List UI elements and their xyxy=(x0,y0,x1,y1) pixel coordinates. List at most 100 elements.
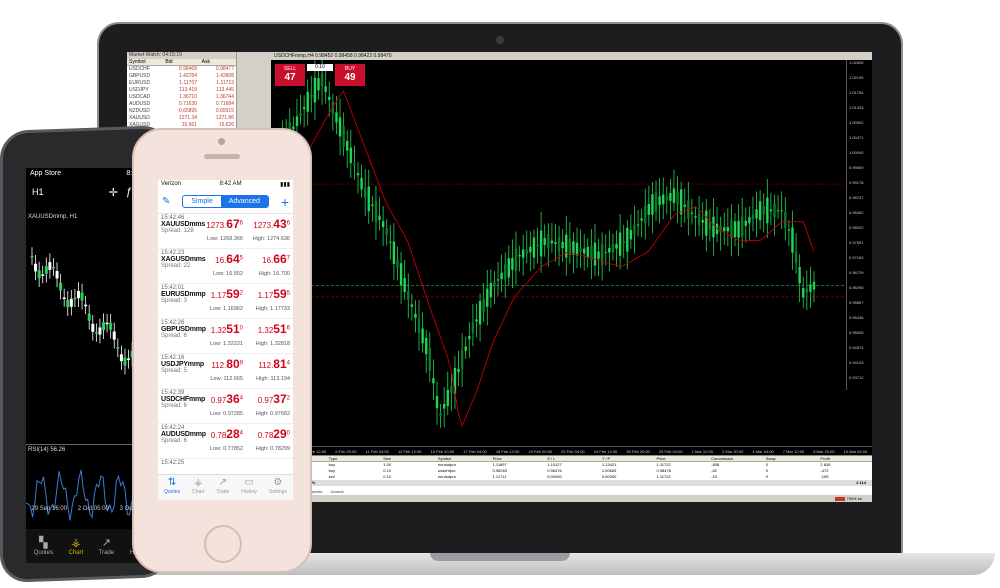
candle xyxy=(647,185,651,227)
android-candle xyxy=(80,283,84,310)
quote-row[interactable]: 15:42:01 EURUSDmmp Spread: 3 1.17592 1.17595… xyxy=(158,284,293,319)
candle xyxy=(432,359,435,400)
candle xyxy=(396,246,399,281)
tab-settings[interactable]: ⚙ Settings xyxy=(269,475,287,500)
sell-button[interactable]: SELL 47 xyxy=(275,64,305,86)
candle xyxy=(701,201,704,240)
quote-low: Low: 1268.366 xyxy=(206,236,243,242)
candle xyxy=(654,180,658,221)
quote-row[interactable]: 15:42:26 GBPUSDmmp Spread: 6 1.32510 1.32516… xyxy=(158,319,293,354)
terminal-order-row[interactable]: 04sell0.10eurusdpro1.117110.000000.00000… xyxy=(271,474,872,480)
lot-size-input[interactable]: 0.10 xyxy=(307,64,333,71)
tab-quotes[interactable]: ⇅ Quotes xyxy=(164,475,180,500)
segment-simple[interactable]: Simple xyxy=(191,198,213,205)
quote-low: Low: 16.552 xyxy=(213,271,243,277)
terminal-column-header[interactable]: T / P xyxy=(601,456,611,461)
android-candle xyxy=(127,349,131,369)
quote-row[interactable]: 15:42:46 XAUUSDmms Spread: 128 1273.676 1273… xyxy=(158,214,293,249)
candle xyxy=(489,269,493,308)
quote-row[interactable]: 15:42:39 USDCHFmmp Spread: 6 0.97364 0.97372… xyxy=(158,389,293,424)
ask-pips: 29 xyxy=(273,427,287,441)
candle xyxy=(740,197,744,249)
quote-ask: 1273.436 xyxy=(253,217,290,231)
tab-label: Settings xyxy=(268,489,287,495)
edit-icon[interactable]: ✎ xyxy=(162,196,171,207)
candle xyxy=(521,234,525,276)
market-watch-row[interactable]: EURUSD 1.11707 1.11713 xyxy=(127,80,236,87)
terminal-column-header[interactable]: Swap xyxy=(765,456,776,461)
trade-icon: ↗ xyxy=(101,536,111,549)
quote-time: 15:42:46 xyxy=(161,215,185,221)
terminal-column-header[interactable]: Price xyxy=(492,456,502,461)
market-watch-title: Market Watch: 04:15:19 xyxy=(127,52,236,59)
home-button[interactable] xyxy=(204,525,242,563)
price-chart[interactable]: USDCHFmmp,H4 0.98452 0.98458 0.98422 0.9… xyxy=(271,52,872,455)
terminal-cell: -15 xyxy=(711,474,717,479)
traffic-indicator: 755/4 kb xyxy=(834,495,862,502)
market-watch-row[interactable]: XAGUSD 15.561 15.626 xyxy=(127,122,236,129)
market-watch-row[interactable]: USDCAD 1.36710 1.36744 xyxy=(127,94,236,101)
segment-advanced[interactable]: Advanced xyxy=(220,196,268,207)
market-watch-row[interactable]: NZDUSD 0.65895 0.65915 xyxy=(127,108,236,115)
market-watch-row[interactable]: USDJPY 113.419 113.445 xyxy=(127,87,236,94)
candle xyxy=(669,178,672,220)
terminal-tab[interactable]: Experts xyxy=(308,489,323,494)
terminal-column-header[interactable]: Price xyxy=(656,456,666,461)
ask-cell: 1.11713 xyxy=(216,80,234,86)
back-to-app-store[interactable]: App Store xyxy=(30,170,62,177)
terminal-column-header[interactable]: Size xyxy=(383,456,392,461)
bid-fraction: 5 xyxy=(239,255,243,262)
candle xyxy=(428,332,432,383)
candle xyxy=(802,276,805,308)
crosshair-icon[interactable]: ✛ xyxy=(108,186,118,199)
candle xyxy=(306,79,309,126)
android-nav-chart[interactable]: ⚶ Chart xyxy=(69,537,84,556)
quotes-list: 15:42:46 XAUUSDmms Spread: 128 1273.676 1273… xyxy=(158,214,293,494)
tab-chart[interactable]: ⚶ Chart xyxy=(192,475,204,500)
chart-icon: ⚶ xyxy=(194,477,203,488)
buy-button[interactable]: BUY 49 xyxy=(335,64,365,86)
price-tick: 0.97160 xyxy=(846,255,872,270)
candle xyxy=(324,67,327,104)
add-symbol-icon[interactable]: + xyxy=(280,193,289,210)
quote-row[interactable]: 15:42:24 AUDUSDmmp Spread: 6 0.78284 0.78290… xyxy=(158,424,293,459)
candle xyxy=(723,212,726,245)
tab-trade[interactable]: ↗ Trade xyxy=(216,475,229,500)
candle xyxy=(554,224,557,262)
terminal-column-header[interactable]: Symbol xyxy=(437,456,452,461)
ask-prefix: 0.78 xyxy=(257,431,274,440)
timeframe-label[interactable]: H1 xyxy=(32,187,44,197)
candle xyxy=(626,219,629,270)
android-nav-quotes[interactable]: ▚ Quotes xyxy=(34,537,53,556)
market-watch-row[interactable]: XAUUSD 1271.34 1271.86 xyxy=(127,115,236,122)
terminal-cell: eurusdpro xyxy=(437,474,456,479)
candle xyxy=(435,381,439,425)
iphone-status-bar: Verizon 8:42 AM ▮▮▮ xyxy=(158,180,293,190)
col-ask[interactable]: Ask xyxy=(201,59,210,65)
quote-high: High: 1274.636 xyxy=(252,236,290,242)
market-watch-row[interactable]: AUDUSD 0.71630 0.71684 xyxy=(127,101,236,108)
terminal-column-header[interactable]: Profit xyxy=(820,456,830,461)
price-tick: 1.02195 xyxy=(846,75,872,90)
android-nav-trade[interactable]: ↗ Trade xyxy=(99,537,114,556)
quote-row[interactable]: 15:42:23 XAGUSDmms Spread: 22 16.645 16.667 L… xyxy=(158,249,293,284)
quote-row[interactable]: 15:42:16 USDJPYmmp Spread: 5 112.809 112.814… xyxy=(158,354,293,389)
market-watch-row[interactable]: USDCHF 0.98469 0.98477 xyxy=(127,66,236,73)
candle xyxy=(565,216,568,276)
quotes-toolbar: ✎ Simple Advanced + xyxy=(158,190,293,214)
terminal-column-header[interactable]: S / L xyxy=(547,456,556,461)
terminal-column-header[interactable]: Commission xyxy=(711,456,734,461)
candle xyxy=(618,213,622,270)
market-watch-row[interactable]: GBPUSD 1.42784 1.42808 xyxy=(127,73,236,80)
terminal-column-header[interactable]: Type xyxy=(328,456,338,461)
android-candle xyxy=(116,338,120,358)
tab-history[interactable]: ▭ History xyxy=(241,475,257,500)
candle xyxy=(769,192,773,226)
price-tick: 0.95005 xyxy=(846,330,872,345)
candlestick-chart[interactable] xyxy=(271,60,846,446)
indicator-icon[interactable]: ƒ xyxy=(126,185,133,198)
col-symbol[interactable]: Symbol xyxy=(129,59,146,65)
col-bid[interactable]: Bid xyxy=(165,59,173,65)
price-axis: 1.02626 1.02195 1.01764 1.01333 1.00902 1.004… xyxy=(846,60,872,390)
terminal-tab[interactable]: Journal xyxy=(330,489,344,494)
